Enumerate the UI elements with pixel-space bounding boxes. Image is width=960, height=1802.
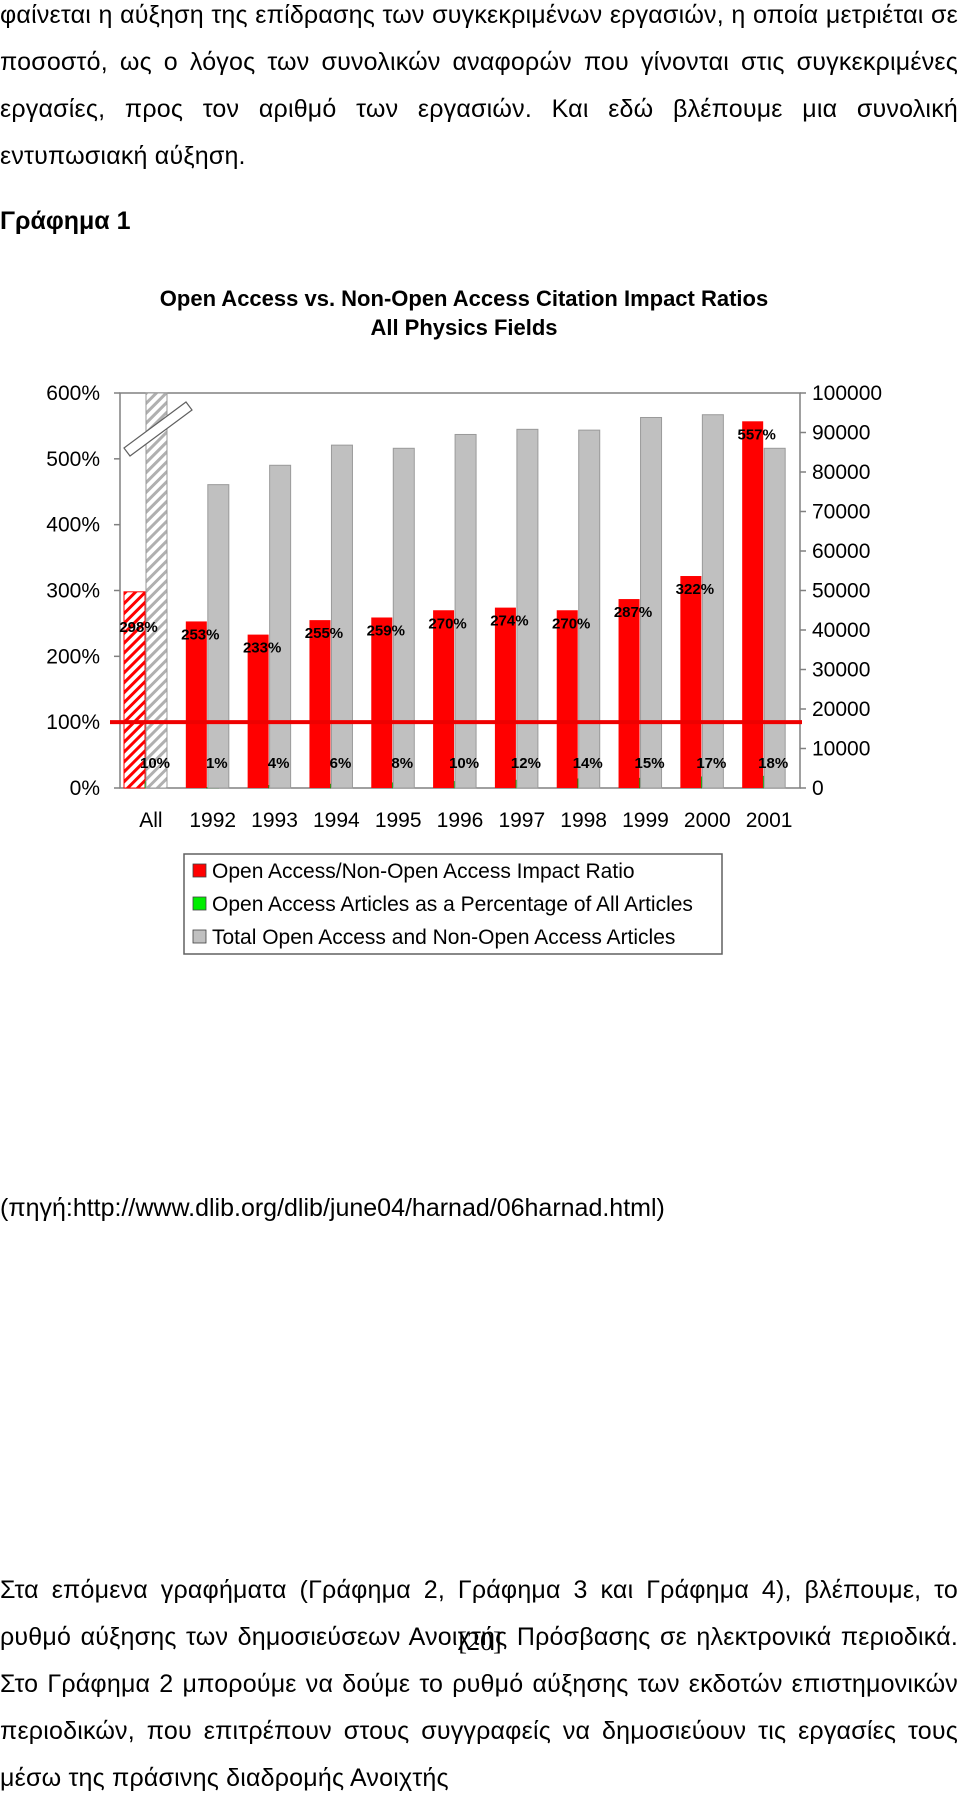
oa-percentage-data-label: 8% xyxy=(391,755,413,772)
impact-ratio-bar xyxy=(123,591,146,789)
impact-ratio-data-label: 253% xyxy=(181,626,219,643)
oa-percentage-data-label: 4% xyxy=(268,755,290,772)
impact-ratio-data-label: 274% xyxy=(490,613,528,630)
axis-break-marker xyxy=(123,401,193,457)
right-axis-tick-label: 100000 xyxy=(812,382,882,405)
category-label: 1995 xyxy=(375,809,422,832)
right-axis-tick-label: 30000 xyxy=(812,659,870,682)
citation-impact-chart: Open Access vs. Non-Open Access Citation… xyxy=(46,286,882,955)
impact-ratio-data-label: 233% xyxy=(243,640,281,657)
category-label: 1997 xyxy=(498,809,545,832)
total-articles-bar xyxy=(145,392,168,789)
total-articles-bar xyxy=(763,447,786,789)
right-axis-tick-label: 60000 xyxy=(812,540,870,563)
total-articles-bar xyxy=(330,444,353,789)
body-paragraph: Στα επόμενα γραφήματα (Γράφημα 2, Γράφημ… xyxy=(0,1576,958,1792)
total-articles-bar xyxy=(516,428,539,789)
impact-ratio-bar xyxy=(556,610,578,788)
total-articles-bar xyxy=(701,414,724,789)
left-axis-tick-label: 100% xyxy=(46,711,100,734)
oa-percentage-data-label: 15% xyxy=(635,755,665,772)
total-articles-bar xyxy=(392,447,415,789)
impact-ratio-bar xyxy=(185,621,207,788)
total-articles-bar xyxy=(207,484,230,789)
category-label: 1994 xyxy=(313,809,360,832)
legend-swatch xyxy=(192,929,207,944)
impact-ratio-data-label: 287% xyxy=(614,604,652,621)
figure-heading: Γράφημα 1 xyxy=(0,207,131,235)
category-label: 1999 xyxy=(622,809,669,832)
oa-percentage-data-label: 12% xyxy=(511,755,541,772)
legend-label: Open Access/Non-Open Access Impact Ratio xyxy=(212,860,635,883)
impact-ratio-bar xyxy=(680,576,702,788)
legend-label: Total Open Access and Non-Open Access Ar… xyxy=(212,926,675,949)
oa-percentage-data-label: 10% xyxy=(140,755,170,772)
right-axis-tick-label: 90000 xyxy=(812,422,870,445)
category-label: 1993 xyxy=(251,809,298,832)
right-axis-tick-label: 40000 xyxy=(812,619,870,642)
impact-ratio-data-label: 270% xyxy=(552,615,590,632)
impact-ratio-bar xyxy=(618,599,640,788)
right-axis-tick-label: 70000 xyxy=(812,501,870,524)
legend-swatch xyxy=(192,863,207,878)
chart-title: Open Access vs. Non-Open Access Citation… xyxy=(160,286,768,311)
oa-percentage-data-label: 14% xyxy=(573,755,603,772)
oa-percentage-data-label: 18% xyxy=(758,755,788,772)
legend-swatch xyxy=(192,896,207,911)
impact-ratio-data-label: 557% xyxy=(737,426,775,443)
impact-ratio-data-label: 270% xyxy=(428,615,466,632)
left-axis-tick-label: 200% xyxy=(46,645,100,668)
impact-ratio-bar xyxy=(433,610,455,788)
left-axis-tick-label: 300% xyxy=(46,580,100,603)
total-articles-bar xyxy=(269,464,292,789)
impact-ratio-data-label: 255% xyxy=(305,625,343,642)
category-label: 1992 xyxy=(189,809,236,832)
total-articles-bar xyxy=(454,433,477,789)
source-citation: (πηγή:http://www.dlib.org/dlib/june04/ha… xyxy=(0,1194,665,1222)
category-label: 1996 xyxy=(437,809,484,832)
oa-percentage-data-label: 10% xyxy=(449,755,479,772)
oa-percentage-data-label: 6% xyxy=(330,755,352,772)
impact-ratio-bar xyxy=(371,617,393,788)
category-label: 2000 xyxy=(684,809,731,832)
left-axis-tick-label: 500% xyxy=(46,448,100,471)
right-axis-tick-label: 20000 xyxy=(812,698,870,721)
right-axis-tick-label: 0 xyxy=(812,777,824,800)
intro-paragraph: φαίνεται η αύξηση της επίδρασης των συγκ… xyxy=(0,1,958,170)
impact-ratio-data-label: 322% xyxy=(676,581,714,598)
page-number: [20] xyxy=(458,1627,502,1656)
left-axis-tick-label: 600% xyxy=(46,382,100,405)
left-axis-tick-label: 0% xyxy=(70,777,100,800)
right-axis-tick-label: 80000 xyxy=(812,461,870,484)
category-label: 2001 xyxy=(746,809,793,832)
chart-subtitle: All Physics Fields xyxy=(370,315,557,340)
impact-ratio-bar xyxy=(309,620,331,788)
impact-ratio-data-label: 259% xyxy=(367,622,405,639)
left-axis-tick-label: 400% xyxy=(46,514,100,537)
oa-percentage-data-label: 17% xyxy=(696,755,726,772)
oa-percentage-data-label: 1% xyxy=(206,755,228,772)
right-axis-tick-label: 10000 xyxy=(812,738,870,761)
total-articles-bar xyxy=(578,429,601,789)
right-axis-tick-label: 50000 xyxy=(812,580,870,603)
total-articles-bar xyxy=(640,416,663,789)
category-label: 1998 xyxy=(560,809,607,832)
legend-box xyxy=(183,853,723,955)
impact-ratio-bar xyxy=(742,421,764,788)
impact-ratio-bar xyxy=(494,607,516,788)
impact-ratio-bar xyxy=(247,634,269,788)
legend-label: Open Access Articles as a Percentage of … xyxy=(212,893,693,916)
impact-ratio-data-label: 298% xyxy=(119,619,157,636)
category-label: All xyxy=(139,809,162,832)
